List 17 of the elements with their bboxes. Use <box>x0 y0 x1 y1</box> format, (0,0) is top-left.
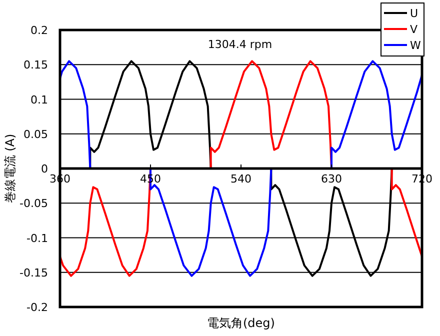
x-tick-label: 630 <box>321 172 342 186</box>
y-tick-label: 0.1 <box>30 93 48 106</box>
y-tick-label: 0 <box>41 162 48 176</box>
y-tick-label: -0.1 <box>26 232 48 245</box>
y-tick-label: 0.05 <box>24 128 48 141</box>
y-tick-label: -0.15 <box>20 266 48 280</box>
x-tick-label: 540 <box>230 172 252 186</box>
y-tick-label: -0.2 <box>26 301 48 314</box>
y-axis-title: 巻線電流 (A) <box>3 134 17 204</box>
x-axis-title: 電気角(deg) <box>207 316 275 330</box>
legend-label: W <box>410 39 421 52</box>
y-tick-label: -0.05 <box>20 197 48 210</box>
legend-label: V <box>410 23 418 36</box>
y-tick-label: 0.2 <box>30 24 48 37</box>
y-tick-label: 0.15 <box>24 58 48 72</box>
annotation: 1304.4 rpm <box>208 38 272 51</box>
legend-label: U <box>410 7 418 20</box>
